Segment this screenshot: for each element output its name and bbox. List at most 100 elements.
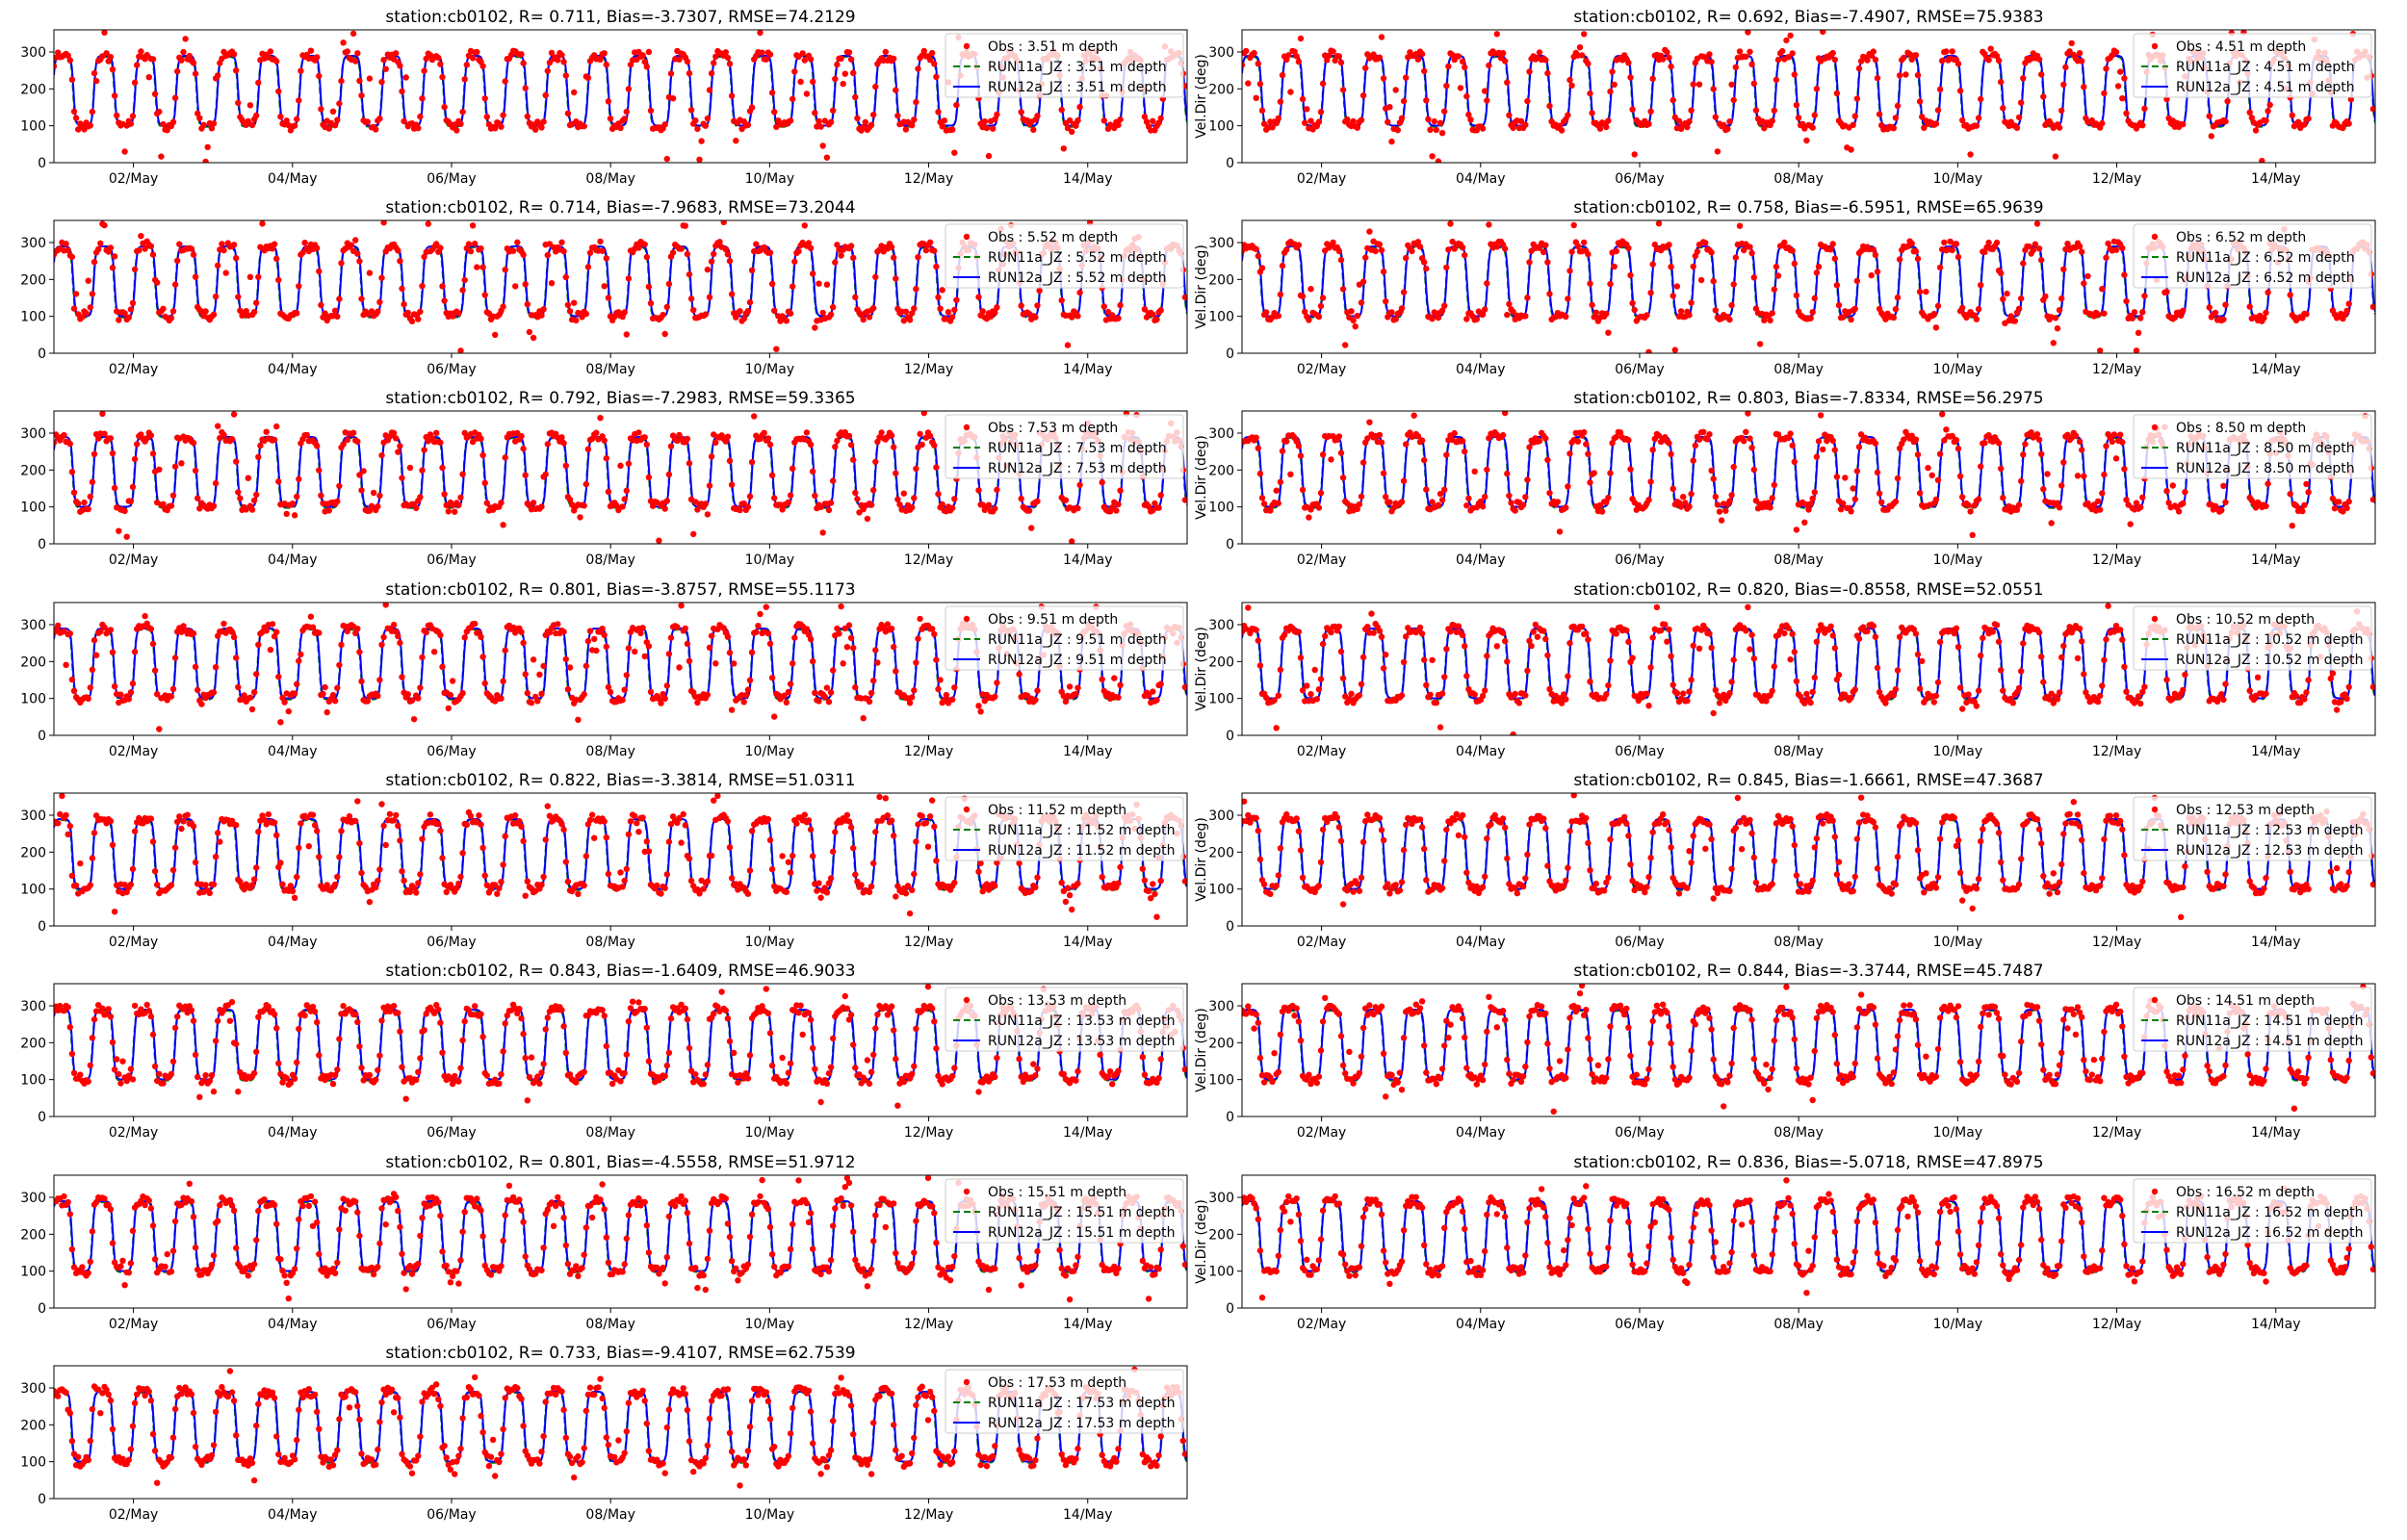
obs-point bbox=[528, 700, 535, 706]
obs-point bbox=[1611, 263, 1618, 270]
obs-point bbox=[1625, 638, 1632, 646]
obs-point bbox=[911, 687, 918, 694]
obs-point bbox=[169, 685, 177, 692]
obs-point bbox=[2117, 68, 2124, 75]
obs-point bbox=[314, 828, 321, 834]
obs-point bbox=[746, 493, 754, 500]
obs-point bbox=[803, 626, 811, 632]
obs-point bbox=[483, 114, 490, 120]
obs-point bbox=[1260, 120, 1268, 127]
obs-point bbox=[690, 530, 697, 538]
obs-point bbox=[803, 429, 811, 436]
obs-point bbox=[250, 309, 258, 316]
obs-point bbox=[1359, 278, 1367, 285]
obs-point bbox=[1842, 475, 1849, 481]
obs-point bbox=[1032, 697, 1039, 704]
subplot-6: station:cb0102, R= 0.803, Bias=-7.8334, … bbox=[1194, 389, 2376, 568]
obs-point bbox=[1073, 690, 1079, 698]
obs-point bbox=[866, 314, 873, 321]
obs-point bbox=[748, 649, 756, 655]
obs-point bbox=[171, 654, 179, 661]
legend-obs-marker bbox=[2151, 42, 2159, 50]
obs-point bbox=[245, 475, 251, 481]
obs-point bbox=[2013, 124, 2021, 131]
obs-point bbox=[246, 273, 254, 280]
obs-point bbox=[2114, 83, 2122, 90]
y-tick-label: 200 bbox=[20, 272, 46, 288]
obs-point bbox=[415, 316, 422, 322]
x-tick-label: 06/May bbox=[1615, 744, 1664, 759]
obs-point bbox=[301, 240, 308, 246]
obs-point bbox=[360, 468, 367, 475]
obs-point bbox=[1625, 60, 1632, 66]
x-tick-label: 06/May bbox=[427, 744, 476, 759]
obs-point bbox=[827, 689, 835, 696]
obs-point bbox=[2369, 496, 2375, 503]
obs-point bbox=[1993, 622, 2001, 629]
obs-point bbox=[2050, 124, 2057, 132]
obs-point bbox=[712, 660, 719, 667]
obs-point bbox=[289, 887, 297, 895]
obs-point bbox=[1388, 309, 1395, 316]
obs-point bbox=[1315, 313, 1323, 321]
obs-point bbox=[852, 684, 859, 691]
obs-point bbox=[279, 881, 286, 887]
obs-point bbox=[1418, 50, 1426, 58]
obs-point bbox=[311, 822, 319, 829]
obs-point bbox=[1827, 623, 1834, 629]
obs-point bbox=[129, 865, 137, 873]
obs-point bbox=[1587, 679, 1593, 685]
obs-point bbox=[1829, 49, 1836, 57]
obs-point bbox=[915, 254, 921, 261]
obs-point bbox=[870, 487, 877, 494]
obs-point bbox=[1855, 64, 1863, 72]
legend-label: Obs : 5.52 m depth bbox=[988, 230, 1118, 245]
obs-point bbox=[2046, 696, 2053, 703]
obs-point bbox=[1896, 72, 1903, 79]
obs-point bbox=[1443, 646, 1450, 653]
obs-point bbox=[149, 56, 157, 63]
obs-point bbox=[1354, 313, 1360, 320]
obs-point bbox=[1302, 308, 1308, 316]
obs-point bbox=[524, 689, 531, 697]
obs-point bbox=[850, 645, 857, 652]
obs-point bbox=[902, 308, 910, 315]
obs-point bbox=[1368, 610, 1375, 617]
obs-point bbox=[1647, 664, 1654, 671]
obs-point bbox=[1807, 699, 1814, 706]
obs-point bbox=[1429, 656, 1436, 663]
obs-point bbox=[2040, 486, 2047, 493]
obs-point bbox=[168, 502, 175, 509]
obs-point bbox=[882, 48, 889, 56]
y-tick-label: 300 bbox=[1208, 45, 1234, 61]
obs-point bbox=[169, 118, 177, 125]
obs-point bbox=[156, 726, 163, 732]
obs-point bbox=[1662, 621, 1669, 628]
obs-point bbox=[1914, 451, 1922, 458]
obs-point bbox=[404, 309, 411, 317]
obs-point bbox=[836, 630, 842, 637]
subplot-1: station:cb0102, R= 0.711, Bias=-3.7307, … bbox=[20, 8, 1188, 187]
x-tick-label: 14/May bbox=[1063, 552, 1112, 568]
obs-point bbox=[375, 692, 381, 700]
obs-point bbox=[1117, 681, 1124, 688]
obs-point bbox=[253, 864, 260, 871]
obs-point bbox=[1459, 438, 1466, 445]
obs-point bbox=[1506, 300, 1513, 308]
obs-point bbox=[1831, 645, 1838, 652]
obs-point bbox=[2305, 677, 2312, 683]
legend-obs-marker bbox=[963, 615, 971, 623]
obs-point bbox=[692, 117, 699, 124]
obs-point bbox=[2079, 58, 2085, 64]
obs-point bbox=[1680, 494, 1687, 500]
legend-label: RUN11a_JZ : 3.51 m depth bbox=[988, 60, 1167, 75]
obs-point bbox=[2097, 347, 2104, 353]
obs-point bbox=[134, 62, 141, 68]
obs-point bbox=[273, 629, 280, 635]
obs-point bbox=[766, 441, 774, 449]
obs-point bbox=[623, 331, 630, 338]
obs-point bbox=[1892, 498, 1900, 505]
obs-point bbox=[1546, 102, 1553, 110]
obs-point bbox=[87, 122, 93, 129]
obs-point bbox=[558, 239, 565, 245]
